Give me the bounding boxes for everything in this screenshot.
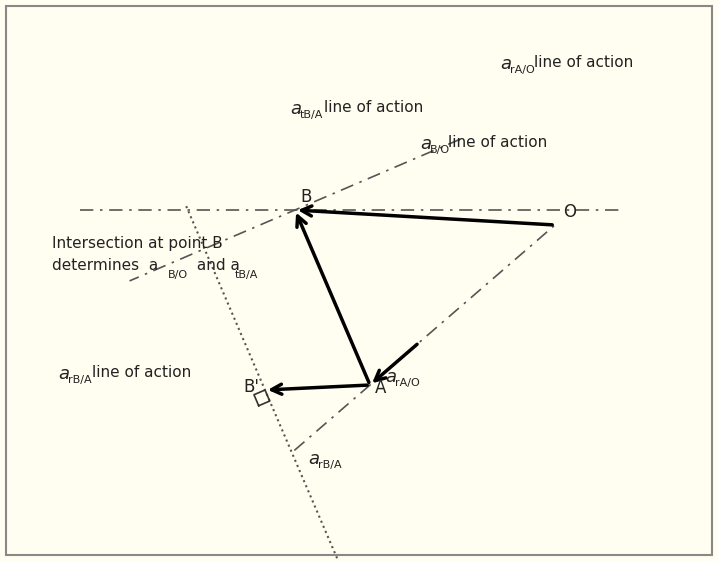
Text: rA/O: rA/O	[510, 65, 535, 75]
Text: B/O: B/O	[430, 145, 450, 155]
Text: A: A	[375, 379, 386, 397]
Text: and a: and a	[192, 258, 240, 273]
Text: rB/A: rB/A	[68, 375, 92, 385]
Text: tB/A: tB/A	[300, 110, 323, 120]
Text: line of action: line of action	[324, 100, 423, 115]
Text: rB/A: rB/A	[318, 460, 342, 470]
Text: tB/A: tB/A	[235, 270, 258, 280]
Text: line of action: line of action	[534, 55, 633, 70]
Text: Intersection at point B: Intersection at point B	[52, 236, 223, 251]
Text: B/O: B/O	[168, 270, 188, 280]
Text: B: B	[300, 188, 312, 206]
Text: B': B'	[243, 378, 259, 396]
Text: a: a	[58, 365, 69, 383]
Text: a: a	[500, 55, 511, 73]
Text: rA/O: rA/O	[395, 378, 420, 388]
Text: line of action: line of action	[92, 365, 191, 380]
Text: a: a	[420, 135, 431, 153]
Text: O: O	[563, 203, 576, 221]
Text: a: a	[290, 100, 301, 118]
Text: a: a	[385, 368, 396, 386]
Text: determines  a: determines a	[52, 258, 158, 273]
Text: line of action: line of action	[449, 135, 548, 150]
Text: a: a	[308, 450, 319, 468]
